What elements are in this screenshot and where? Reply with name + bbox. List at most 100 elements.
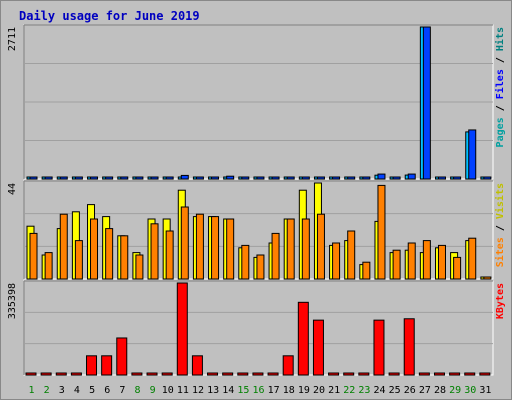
bar-kbytes-day-undefined <box>252 372 264 376</box>
x-tick-label: 25 <box>389 385 401 396</box>
bar-kbytes-day-undefined <box>191 355 203 376</box>
x-tick-label: 7 <box>119 385 125 396</box>
bar-hits-day-18 <box>286 176 295 180</box>
x-tick-label: 9 <box>150 385 156 396</box>
bar-sites-day-undefined <box>271 232 280 280</box>
bar-sites-day-undefined <box>180 206 189 280</box>
bar-hits-day-30 <box>468 129 477 180</box>
bar-sites-day-undefined <box>332 242 341 280</box>
series-label-1: Pages / Files / Hits <box>494 27 506 147</box>
bar-kbytes-day-undefined <box>388 372 400 376</box>
y-max-label-2: 44 <box>7 183 18 195</box>
bar-hits-day-22 <box>347 176 356 180</box>
bar-hits-day-17 <box>271 176 280 180</box>
bar-kbytes-day-undefined <box>343 372 355 376</box>
bar-sites-day-undefined <box>468 237 477 280</box>
bar-kbytes-day-undefined <box>328 372 340 376</box>
x-tick-label: 26 <box>404 385 416 396</box>
x-tick-label: 5 <box>89 385 95 396</box>
bar-sites-day-undefined <box>120 235 129 280</box>
bar-hits-day-13 <box>211 176 220 180</box>
x-tick-label: 6 <box>104 385 110 396</box>
bar-kbytes-day-undefined <box>86 355 98 376</box>
bar-hits-day-5 <box>90 176 99 180</box>
x-tick-label: 2 <box>44 385 50 396</box>
bar-hits-day-6 <box>105 176 114 180</box>
bar-kbytes-day-undefined <box>312 319 324 376</box>
x-tick-label: 29 <box>449 385 461 396</box>
bar-kbytes-day-undefined <box>222 372 234 376</box>
bar-kbytes-day-undefined <box>433 372 445 376</box>
x-tick-label: 11 <box>177 385 189 396</box>
bar-sites-day-undefined <box>286 218 295 280</box>
bar-hits-day-8 <box>135 176 144 180</box>
bar-sites-day-undefined <box>392 249 401 280</box>
bar-hits-day-19 <box>301 176 310 180</box>
x-tick-label: 18 <box>283 385 295 396</box>
series-label-kbytes: KBytes <box>495 283 506 319</box>
bar-sites-day-undefined <box>316 213 325 280</box>
bar-kbytes-day-undefined <box>40 372 52 376</box>
bar-hits-day-27 <box>422 26 431 180</box>
bar-sites-day-undefined <box>256 254 265 280</box>
bar-hits-day-31 <box>483 176 492 180</box>
bar-hits-day-21 <box>332 176 341 180</box>
bar-kbytes-day-undefined <box>237 372 249 376</box>
x-tick-label: 21 <box>328 385 340 396</box>
label-separator: / <box>495 51 506 69</box>
bar-hits-day-3 <box>59 176 68 180</box>
bar-sites-day-undefined <box>195 213 204 280</box>
x-tick-label: 17 <box>268 385 280 396</box>
bar-sites-day-undefined <box>150 223 159 280</box>
bar-kbytes-day-undefined <box>146 372 158 376</box>
bar-sites-day-undefined <box>226 218 235 280</box>
x-tick-label: 27 <box>419 385 431 396</box>
bar-sites-day-undefined <box>347 230 356 280</box>
x-tick-label: 23 <box>358 385 370 396</box>
bar-kbytes-day-undefined <box>161 372 173 376</box>
bar-kbytes-day-undefined <box>176 282 188 376</box>
bar-sites-day-undefined <box>453 256 462 280</box>
bar-sites-day-undefined <box>59 213 68 280</box>
bar-hits-day-26 <box>407 173 416 180</box>
series-label-pages: Pages <box>495 117 506 147</box>
bar-hits-day-10 <box>165 176 174 180</box>
bar-sites-day-undefined <box>90 218 99 280</box>
x-tick-label: 28 <box>434 385 446 396</box>
series-label-visits: Visits <box>494 183 506 219</box>
x-tick-label: 4 <box>74 385 80 396</box>
bar-hits-day-20 <box>316 176 325 180</box>
label-separator: / <box>495 99 506 117</box>
bar-sites-day-undefined <box>407 242 416 280</box>
series-label-2: Sites / Visits <box>494 183 506 267</box>
bar-kbytes-day-undefined <box>373 319 385 376</box>
x-tick-label: 12 <box>192 385 204 396</box>
bar-hits-day-15 <box>241 176 250 180</box>
y-max-label-3: 335398 <box>7 283 18 319</box>
bar-hits-day-2 <box>44 176 53 180</box>
series-label-files: Files <box>494 69 506 99</box>
bar-kbytes-day-undefined <box>418 372 430 376</box>
x-tick-label: 10 <box>162 385 174 396</box>
bar-sites-day-undefined <box>241 244 250 280</box>
label-separator: / <box>495 219 506 237</box>
x-tick-label: 15 <box>237 385 249 396</box>
bar-hits-day-11 <box>180 174 189 180</box>
bar-hits-day-29 <box>453 176 462 180</box>
bar-sites-day-undefined <box>437 244 446 280</box>
bar-hits-day-1 <box>29 176 38 180</box>
bar-kbytes-day-undefined <box>297 301 309 376</box>
x-tick-label: 20 <box>313 385 325 396</box>
bar-hits-day-28 <box>437 176 446 180</box>
bar-hits-day-7 <box>120 176 129 180</box>
bar-sites-day-undefined <box>165 230 174 280</box>
x-tick-label: 19 <box>298 385 310 396</box>
x-tick-label: 31 <box>479 385 491 396</box>
bar-hits-day-24 <box>377 173 386 180</box>
bar-kbytes-day-undefined <box>207 372 219 376</box>
bar-kbytes-day-undefined <box>116 337 128 376</box>
bar-sites-day-undefined <box>483 276 492 280</box>
x-tick-label: 24 <box>374 385 386 396</box>
x-tick-label: 8 <box>134 385 140 396</box>
